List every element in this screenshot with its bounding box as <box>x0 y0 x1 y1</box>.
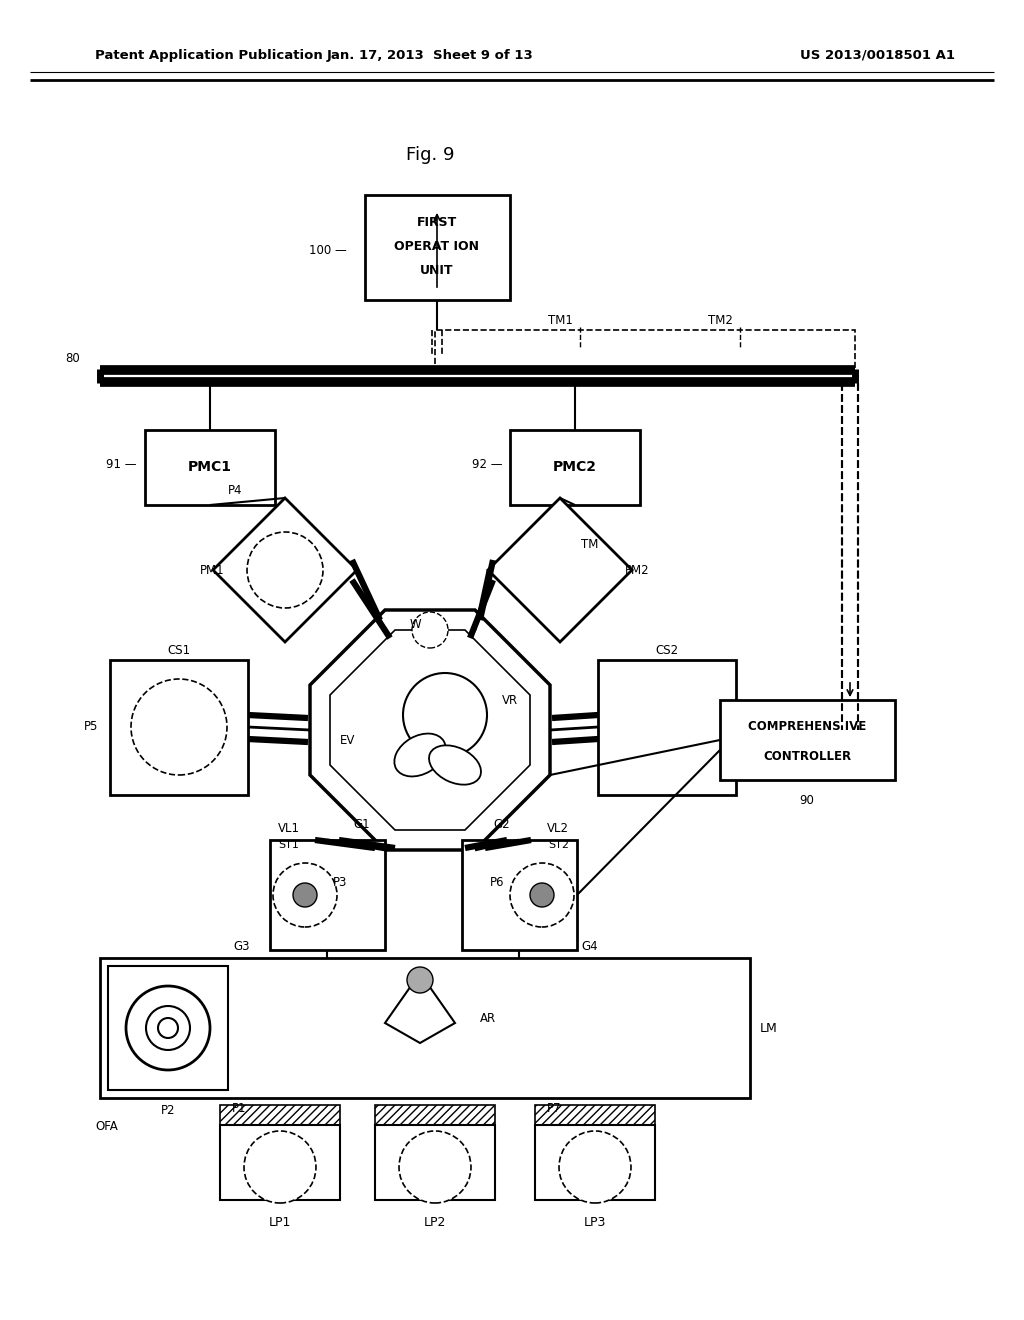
Circle shape <box>510 863 574 927</box>
Bar <box>375 1125 495 1200</box>
Text: G1: G1 <box>353 818 371 832</box>
Text: 100 —: 100 — <box>309 243 347 256</box>
Text: CS2: CS2 <box>655 644 679 656</box>
Bar <box>220 1125 340 1200</box>
Text: PM1: PM1 <box>200 564 224 577</box>
Polygon shape <box>385 973 455 1043</box>
Bar <box>100 958 750 1098</box>
Text: 91 —: 91 — <box>106 458 137 471</box>
Text: G2: G2 <box>494 818 510 832</box>
Circle shape <box>244 1131 316 1203</box>
Text: P1: P1 <box>232 1101 247 1114</box>
Ellipse shape <box>394 734 445 776</box>
Circle shape <box>247 532 323 609</box>
Text: TM1: TM1 <box>548 314 572 326</box>
Circle shape <box>412 612 449 648</box>
Text: VR: VR <box>502 693 518 706</box>
Bar <box>365 195 510 300</box>
Text: TM: TM <box>582 539 599 552</box>
Text: LP3: LP3 <box>584 1216 606 1229</box>
Text: ST1: ST1 <box>278 840 299 850</box>
Text: ST2: ST2 <box>548 840 569 850</box>
Polygon shape <box>330 630 530 830</box>
Text: G3: G3 <box>233 940 250 953</box>
Text: CS1: CS1 <box>168 644 190 656</box>
Bar <box>110 660 248 795</box>
Text: 90: 90 <box>800 793 814 807</box>
Bar <box>220 1105 340 1125</box>
Text: Jan. 17, 2013  Sheet 9 of 13: Jan. 17, 2013 Sheet 9 of 13 <box>327 49 534 62</box>
Circle shape <box>158 1018 178 1038</box>
Text: P6: P6 <box>489 876 504 890</box>
Circle shape <box>559 1131 631 1203</box>
Bar <box>462 840 577 950</box>
Bar <box>108 966 228 1090</box>
Bar <box>145 430 275 506</box>
Text: LP2: LP2 <box>424 1216 446 1229</box>
Polygon shape <box>213 498 357 642</box>
Polygon shape <box>488 498 632 642</box>
Text: UNIT: UNIT <box>420 264 454 277</box>
Text: US 2013/0018501 A1: US 2013/0018501 A1 <box>800 49 955 62</box>
Text: EV: EV <box>340 734 355 747</box>
Circle shape <box>407 968 433 993</box>
Bar <box>435 330 855 372</box>
Text: PMC1: PMC1 <box>188 459 232 474</box>
Text: W: W <box>410 619 421 631</box>
Text: VL2: VL2 <box>547 821 569 834</box>
Circle shape <box>126 986 210 1071</box>
Text: COMPREHENS IVE: COMPREHENS IVE <box>748 719 866 733</box>
Text: CONTROLLER: CONTROLLER <box>763 750 851 763</box>
Text: P7: P7 <box>547 1101 561 1114</box>
Circle shape <box>131 678 227 775</box>
Text: PM2: PM2 <box>626 564 650 577</box>
Polygon shape <box>310 610 550 850</box>
Bar <box>270 840 385 950</box>
Text: 92 —: 92 — <box>471 458 502 471</box>
Bar <box>720 700 895 780</box>
Bar <box>510 430 640 506</box>
Circle shape <box>293 883 317 907</box>
Text: VL1: VL1 <box>278 821 300 834</box>
Text: P2: P2 <box>161 1104 175 1117</box>
Text: P3: P3 <box>333 876 347 890</box>
Circle shape <box>403 673 487 756</box>
Text: LM: LM <box>760 1022 778 1035</box>
Bar <box>535 1125 655 1200</box>
Circle shape <box>530 883 554 907</box>
Text: P4: P4 <box>227 483 243 496</box>
Text: TM2: TM2 <box>708 314 732 326</box>
Text: Patent Application Publication: Patent Application Publication <box>95 49 323 62</box>
Text: P5: P5 <box>84 721 98 734</box>
Circle shape <box>146 1006 190 1049</box>
Circle shape <box>273 863 337 927</box>
Bar <box>598 660 736 795</box>
Ellipse shape <box>429 746 481 784</box>
Text: PMC2: PMC2 <box>553 459 597 474</box>
Text: G4: G4 <box>582 940 598 953</box>
Text: 80: 80 <box>66 351 80 364</box>
Text: OPERAT ION: OPERAT ION <box>394 240 479 253</box>
Text: FIRST: FIRST <box>417 216 457 230</box>
Text: LP1: LP1 <box>269 1216 291 1229</box>
Circle shape <box>399 1131 471 1203</box>
Text: OFA: OFA <box>95 1119 118 1133</box>
Bar <box>535 1105 655 1125</box>
Text: Fig. 9: Fig. 9 <box>406 147 455 164</box>
Text: AR: AR <box>480 1011 496 1024</box>
Bar <box>375 1105 495 1125</box>
